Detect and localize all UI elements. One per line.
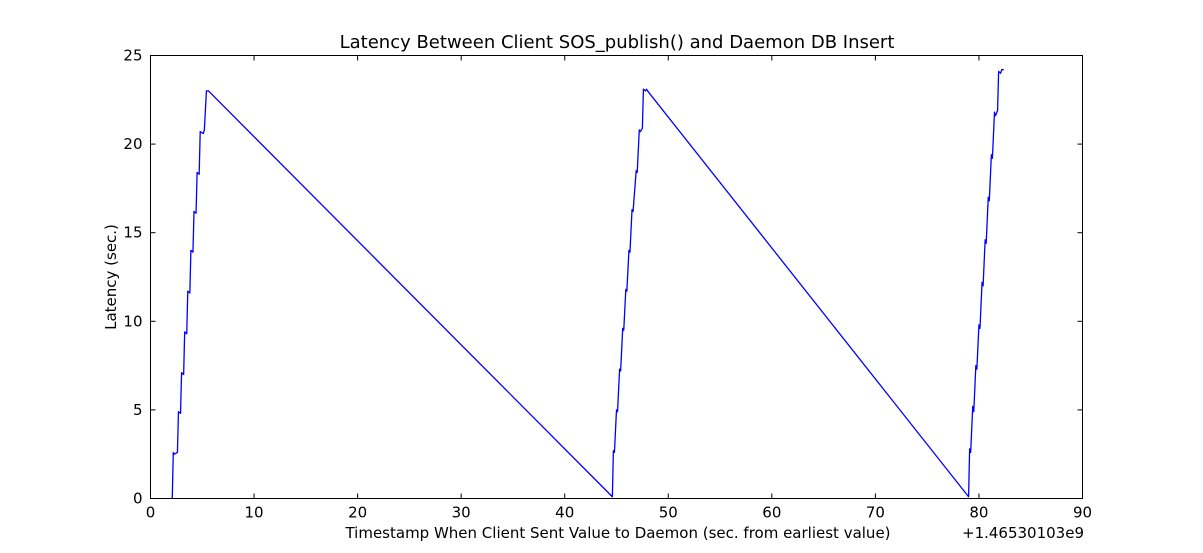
x-tick-label: 20 <box>348 504 367 522</box>
y-tick-label: 5 <box>133 401 143 419</box>
y-tick-label: 25 <box>123 47 142 65</box>
x-tick-label: 70 <box>866 504 885 522</box>
x-tick-label: 10 <box>245 504 264 522</box>
axis-ticks: 0 10 20 30 40 50 60 70 80 90 0 5 10 15 20 25 <box>123 47 1092 522</box>
x-tick-label: 30 <box>452 504 471 522</box>
y-tick-label: 10 <box>123 312 142 330</box>
y-tick-label: 0 <box>133 490 143 508</box>
x-tick-label: 90 <box>1073 504 1092 522</box>
x-tick-label: 50 <box>659 504 678 522</box>
y-tick-label: 15 <box>123 224 142 242</box>
plot-area <box>171 69 1004 499</box>
x-tick-label: 60 <box>762 504 781 522</box>
chart-title: Latency Between Client SOS_publish() and… <box>340 32 895 53</box>
plot-frame <box>150 55 1083 499</box>
y-tick-label: 20 <box>123 135 142 153</box>
x-axis-offset-label: +1.46530103e9 <box>962 524 1084 542</box>
x-tick-label: 0 <box>146 504 156 522</box>
x-tick-label: 40 <box>555 504 574 522</box>
series-line-0 <box>171 69 1004 499</box>
y-axis-label: Latency (sec.) <box>102 224 120 330</box>
x-tick-label: 80 <box>969 504 988 522</box>
x-axis-label: Timestamp When Client Sent Value to Daem… <box>344 524 890 542</box>
